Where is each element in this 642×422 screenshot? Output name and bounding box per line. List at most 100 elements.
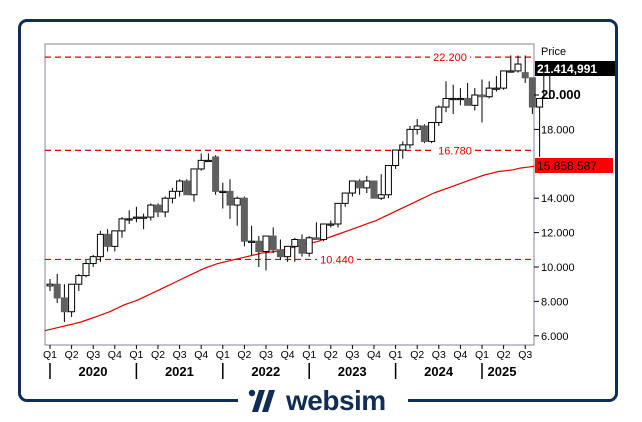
x-quarter-label: Q3: [518, 349, 532, 361]
candle: [456, 97, 464, 101]
candle: [420, 125, 428, 142]
candle: [363, 180, 371, 189]
candle: [233, 197, 241, 206]
candle: [82, 263, 90, 277]
candle: [464, 97, 472, 106]
x-quarter-label: Q1: [129, 349, 143, 361]
candle: [312, 237, 320, 240]
candle: [262, 235, 270, 253]
candle: [204, 159, 212, 163]
candle: [449, 97, 457, 101]
candle: [392, 149, 400, 167]
x-quarter-label: Q3: [432, 349, 446, 361]
candle: [406, 128, 414, 146]
candle: [104, 233, 112, 247]
x-year-label: 2022: [251, 364, 280, 379]
candle: [168, 190, 176, 199]
y-tick-label: 18.000: [541, 124, 575, 136]
candle: [197, 159, 205, 170]
x-quarter-label: Q4: [453, 349, 467, 361]
candle: [118, 218, 126, 232]
candle: [377, 194, 385, 199]
y-axis: 6.000 8.000 10.000 12.000 14.000 18.000 20.000: [534, 87, 581, 343]
candle: [248, 240, 256, 243]
candle: [413, 125, 421, 130]
candle: [53, 283, 61, 299]
x-quarter-label: Q4: [281, 349, 295, 361]
x-quarter-label: Q1: [302, 349, 316, 361]
candle: [240, 197, 248, 242]
y-tick-label: 6.000: [541, 331, 569, 343]
x-year-label: 2023: [338, 364, 367, 379]
candle: [348, 180, 356, 194]
candle: [521, 72, 529, 79]
candle: [334, 202, 342, 225]
plot-area: [44, 43, 535, 346]
candle: [536, 97, 544, 108]
x-axis: Q1 Q2 Q3 Q4 Q1 Q2 Q3 Q4 Q1 Q2 Q3 Q4 Q1 Q2 Q3 Q4 Q1 Q2 Q3 Q4…: [43, 345, 532, 379]
candle: [190, 168, 198, 196]
support-resistance-levels: 22.200 16.780 10.440: [45, 50, 534, 266]
candle: [435, 106, 443, 124]
candle: [327, 223, 335, 226]
candle: [255, 240, 263, 253]
level-label: 16.780: [438, 145, 472, 157]
candle: [219, 190, 227, 194]
candle: [161, 197, 169, 213]
candle: [320, 223, 328, 240]
x-year-label: 2024: [424, 364, 454, 379]
candle: [147, 204, 155, 218]
candle: [507, 70, 515, 73]
candle: [60, 297, 68, 313]
candle: [68, 283, 76, 313]
y-tick-label: 12.000: [541, 228, 575, 240]
x-quarter-label: Q1: [389, 349, 403, 361]
candle: [341, 192, 349, 204]
ma-value-label: 15.858,587: [537, 159, 597, 173]
x-quarter-label: Q3: [86, 349, 100, 361]
candle: [284, 245, 292, 258]
x-quarter-label: Q2: [65, 349, 79, 361]
candle: [428, 122, 436, 142]
x-quarter-label: Q1: [43, 349, 57, 361]
candle: [471, 94, 479, 106]
x-year-label: 2020: [79, 364, 108, 379]
current-price-label: 21.414,991: [537, 62, 597, 76]
y-tick-label: 20.000: [541, 87, 581, 102]
x-year-label: 2021: [165, 364, 194, 379]
candle: [291, 238, 299, 247]
candle: [140, 216, 148, 219]
x-quarter-label: Q2: [237, 349, 251, 361]
candles: [46, 55, 551, 323]
candle: [492, 87, 500, 90]
x-quarter-label: Q3: [259, 349, 273, 361]
candle: [154, 204, 162, 213]
candle: [485, 87, 493, 98]
x-quarter-label: Q2: [497, 349, 511, 361]
candle: [356, 180, 364, 189]
candle: [226, 190, 234, 206]
y-tick-label: 10.000: [541, 262, 575, 274]
brand-name: websim: [286, 385, 386, 416]
x-quarter-label: Q2: [151, 349, 165, 361]
candle: [276, 249, 284, 258]
candle: [399, 144, 407, 151]
candle: [370, 180, 378, 199]
x-quarter-label: Q2: [324, 349, 338, 361]
candle: [298, 238, 306, 254]
x-quarter-label: Q2: [410, 349, 424, 361]
x-year-label: 2025: [488, 364, 517, 379]
level-label: 22.200: [433, 52, 467, 64]
candle: [528, 77, 536, 108]
x-quarter-label: Q4: [108, 349, 122, 361]
candle: [212, 156, 220, 192]
y-tick-label: 8.000: [541, 296, 569, 308]
level-label: 10.440: [320, 254, 354, 266]
candle: [478, 94, 486, 98]
x-quarter-label: Q4: [194, 349, 208, 361]
candle: [183, 180, 191, 196]
candle: [111, 230, 119, 247]
candle: [176, 180, 184, 192]
ma-value-tag: [535, 158, 613, 173]
candle: [442, 97, 450, 108]
